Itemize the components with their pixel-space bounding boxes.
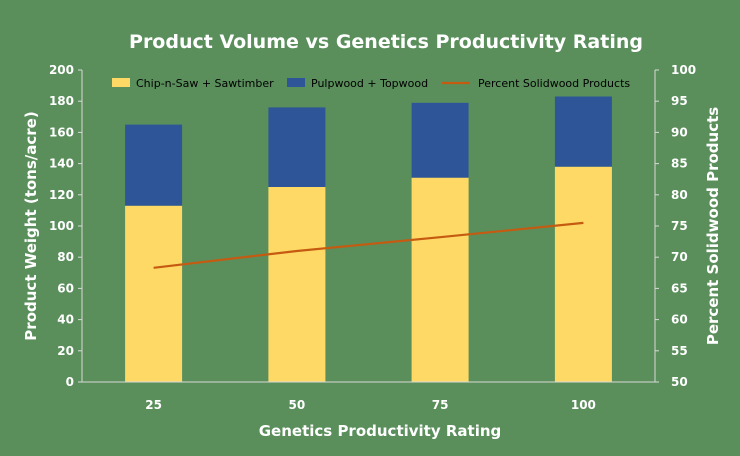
y-tick-label: 140 — [49, 157, 74, 171]
series-line-0 — [153, 221, 584, 269]
x-axis-title: Genetics Productivity Rating — [259, 422, 502, 440]
y2-tick-label: 80 — [671, 188, 688, 202]
bar-s0-75 — [411, 177, 469, 382]
legend-swatch-1 — [287, 78, 305, 87]
x-tick-label: 50 — [289, 398, 306, 412]
y-tick-label: 160 — [49, 125, 74, 139]
y2-tick-label: 90 — [671, 125, 688, 139]
bar-s1-50 — [268, 107, 326, 187]
axes-layer: 0 20 40 60 80 100 120 140 160 180 200 50 55 60 65 70 75 8… — [49, 63, 696, 412]
bar-s1-75 — [411, 102, 469, 178]
y2-tick-label: 95 — [671, 94, 688, 108]
legend-label-2: Percent Solidwood Products — [478, 77, 630, 90]
chart-title: Product Volume vs Genetics Productivity … — [129, 31, 643, 53]
y-tick-label: 100 — [49, 219, 74, 233]
y2-tick-label: 55 — [671, 344, 688, 358]
y2-tick-label: 75 — [671, 219, 688, 233]
y-tick-label: 180 — [49, 94, 74, 108]
y-tick-label: 20 — [57, 344, 74, 358]
bar-s0-25 — [125, 205, 183, 382]
x-tick-label: 75 — [432, 398, 449, 412]
x-tick-label: 25 — [145, 398, 162, 412]
y2-tick-label: 70 — [671, 250, 688, 264]
y-tick-label: 80 — [57, 250, 74, 264]
y2-tick-label: 60 — [671, 313, 688, 327]
legend-label-1: Pulpwood + Topwood — [311, 77, 428, 90]
bar-s1-25 — [125, 124, 183, 206]
y2-tick-label: 100 — [671, 63, 696, 77]
y2-tick-label: 65 — [671, 281, 688, 295]
x-tick-label: 100 — [571, 398, 596, 412]
legend-swatch-0 — [112, 78, 130, 87]
y2-tick-label: 85 — [671, 157, 688, 171]
legend-label-0: Chip-n-Saw + Sawtimber — [136, 77, 274, 90]
y-axis-title: Product Weight (tons/acre) — [22, 111, 40, 340]
y2-tick-label: 50 — [671, 375, 688, 389]
legend: Chip-n-Saw + Sawtimber Pulpwood + Topwood… — [112, 77, 630, 90]
line-layer — [153, 221, 584, 269]
y-tick-label: 200 — [49, 63, 74, 77]
bar-s0-50 — [268, 187, 326, 382]
bar-s0-100 — [554, 166, 612, 382]
bars-layer — [125, 96, 612, 382]
y-tick-label: 60 — [57, 281, 74, 295]
y2-axis-title: Percent Solidwood Products — [704, 107, 722, 345]
bar-s1-100 — [554, 96, 612, 167]
y-tick-label: 120 — [49, 188, 74, 202]
y-tick-label: 40 — [57, 313, 74, 327]
y-tick-label: 0 — [66, 375, 74, 389]
